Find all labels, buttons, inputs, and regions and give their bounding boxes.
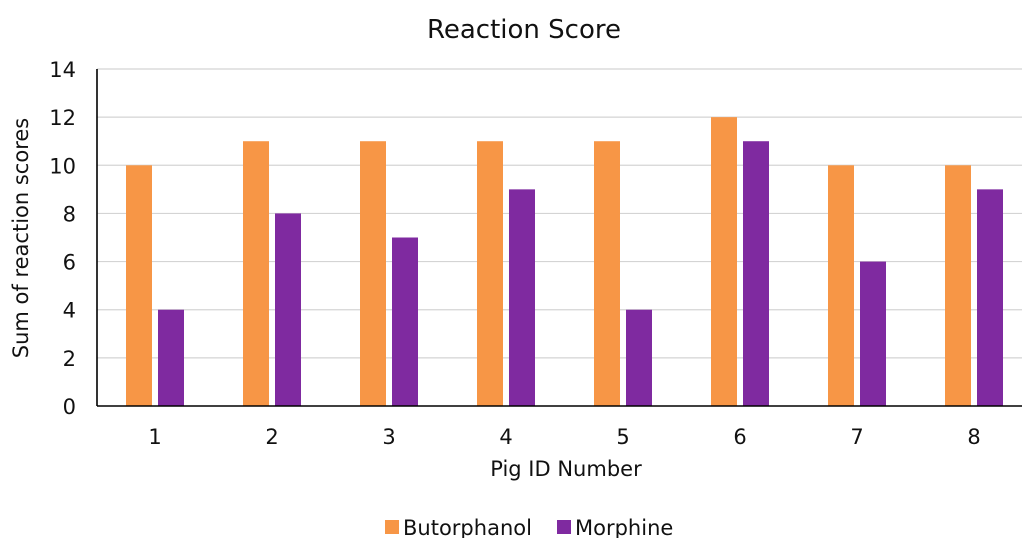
bar-butorphanol-2	[243, 141, 269, 406]
y-tick-label: 12	[49, 106, 76, 130]
bar-butorphanol-1	[126, 165, 152, 406]
y-tick-label: 14	[49, 58, 76, 82]
legend-label-butorphanol: Butorphanol	[403, 516, 532, 538]
x-tick-label: 1	[148, 425, 161, 449]
bar-butorphanol-5	[594, 141, 620, 406]
y-tick-label: 8	[63, 202, 76, 226]
bar-butorphanol-6	[711, 117, 737, 407]
legend-swatch-morphine	[557, 520, 571, 534]
chart-title: Reaction Score	[427, 15, 621, 45]
x-tick-label: 6	[733, 425, 746, 449]
legend: Butorphanol Morphine	[385, 516, 673, 540]
x-tick-labels: 1 2 3 4 5 6 7 8	[148, 425, 980, 449]
x-tick-label: 8	[967, 425, 980, 449]
bar-morphine-6	[743, 141, 769, 406]
bar-morphine-2	[275, 213, 301, 406]
y-tick-label: 0	[63, 395, 76, 419]
x-tick-label: 3	[382, 425, 395, 449]
bar-morphine-7	[860, 261, 886, 406]
axes	[96, 69, 1022, 407]
bar-morphine-3	[392, 237, 418, 406]
bar-morphine-4	[509, 189, 535, 406]
x-tick-label: 2	[265, 425, 278, 449]
bar-butorphanol-4	[477, 141, 503, 406]
bar-morphine-1	[158, 309, 184, 406]
y-tick-label: 4	[63, 299, 76, 323]
y-tick-label: 2	[63, 347, 76, 371]
bar-morphine-5	[626, 309, 652, 406]
x-axis-title: Pig ID Number	[490, 457, 642, 481]
bar-butorphanol-7	[828, 165, 854, 406]
bar-butorphanol-3	[360, 141, 386, 406]
y-tick-label: 10	[49, 154, 76, 178]
x-tick-label: 5	[616, 425, 629, 449]
bar-morphine-8	[977, 189, 1003, 406]
x-tick-label: 7	[850, 425, 863, 449]
legend-label-morphine: Morphine	[575, 516, 673, 538]
x-tick-label: 4	[499, 425, 512, 449]
bar-butorphanol-8	[945, 165, 971, 406]
legend-swatch-butorphanol	[385, 520, 399, 534]
y-tick-labels: 0 2 4 6 8 10 12 14	[49, 58, 76, 419]
bars	[126, 117, 1003, 407]
y-axis-title: Sum of reaction scores	[9, 118, 33, 358]
y-tick-label: 6	[63, 251, 76, 275]
